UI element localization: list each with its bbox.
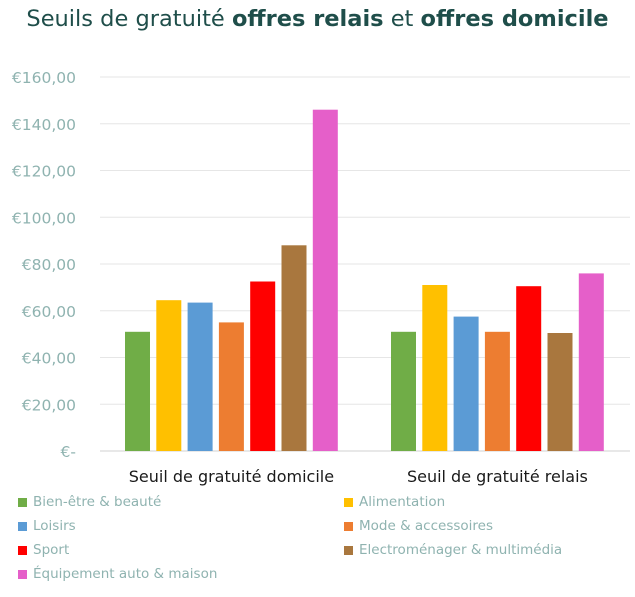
legend-item: Alimentation [344, 494, 445, 510]
legend-item: Sport [18, 542, 69, 558]
legend-swatch [18, 545, 27, 555]
bar [250, 281, 276, 451]
x-category-label: Seuil de gratuité domicile [129, 467, 334, 486]
bar [125, 331, 150, 451]
y-tick-label: €140,00 [12, 116, 76, 134]
bar [547, 333, 573, 451]
y-axis-tick-labels: €- €20,00 €40,00 €60,00 €80,00 €100,00 €120,00… [12, 69, 76, 461]
legend-item: Loisirs [18, 518, 76, 534]
legend-swatch [18, 569, 27, 579]
bar [578, 273, 604, 451]
bar [422, 285, 448, 451]
y-tick-label: €20,00 [22, 396, 76, 414]
legend-label: Sport [33, 542, 70, 558]
bar [312, 109, 338, 451]
bar [218, 322, 244, 451]
legend-label: Bien-être & beauté [33, 494, 162, 510]
chart-title-part: et [383, 6, 421, 32]
chart-title: Seuils de gratuité offres relais et offr… [0, 6, 635, 32]
chart-title-part: offres relais [231, 6, 384, 32]
y-tick-label: €- [61, 443, 76, 461]
legend-item: Mode & accessoires [344, 518, 493, 534]
legend-item: Electroménager & multimédia [344, 542, 562, 558]
legend-label: Loisirs [33, 518, 76, 534]
legend-item: Équipement auto & maison [18, 566, 217, 582]
y-tick-label: €60,00 [22, 303, 76, 321]
y-tick-label: €80,00 [22, 256, 76, 274]
bar [453, 316, 479, 451]
x-axis-category-labels: Seuil de gratuité domicile Seuil de gratu… [129, 467, 588, 486]
x-category-label: Seuil de gratuité relais [407, 467, 588, 486]
bar [484, 331, 510, 451]
legend-swatch [18, 497, 27, 507]
legend-swatch [344, 521, 353, 531]
y-tick-label: €120,00 [12, 163, 76, 181]
legend-label: Équipement auto & maison [33, 566, 218, 582]
bar [187, 302, 213, 451]
bar [516, 286, 542, 451]
chart-title-part: Seuils de gratuité [26, 6, 232, 32]
chart-title-part: offres domicile [420, 6, 609, 32]
bars [125, 109, 604, 451]
y-tick-label: €100,00 [12, 209, 76, 227]
legend-label: Electroménager & multimédia [359, 542, 563, 558]
bar [156, 300, 182, 451]
legend-swatch [344, 545, 353, 555]
legend-swatch [18, 521, 27, 531]
legend-item: Bien-être & beauté [18, 494, 161, 510]
bar [391, 331, 416, 451]
y-tick-label: €160,00 [12, 69, 76, 87]
legend-label: Mode & accessoires [359, 518, 493, 534]
legend-swatch [344, 497, 353, 507]
legend-label: Alimentation [359, 494, 446, 510]
y-tick-label: €40,00 [22, 350, 76, 368]
bar [281, 245, 307, 451]
